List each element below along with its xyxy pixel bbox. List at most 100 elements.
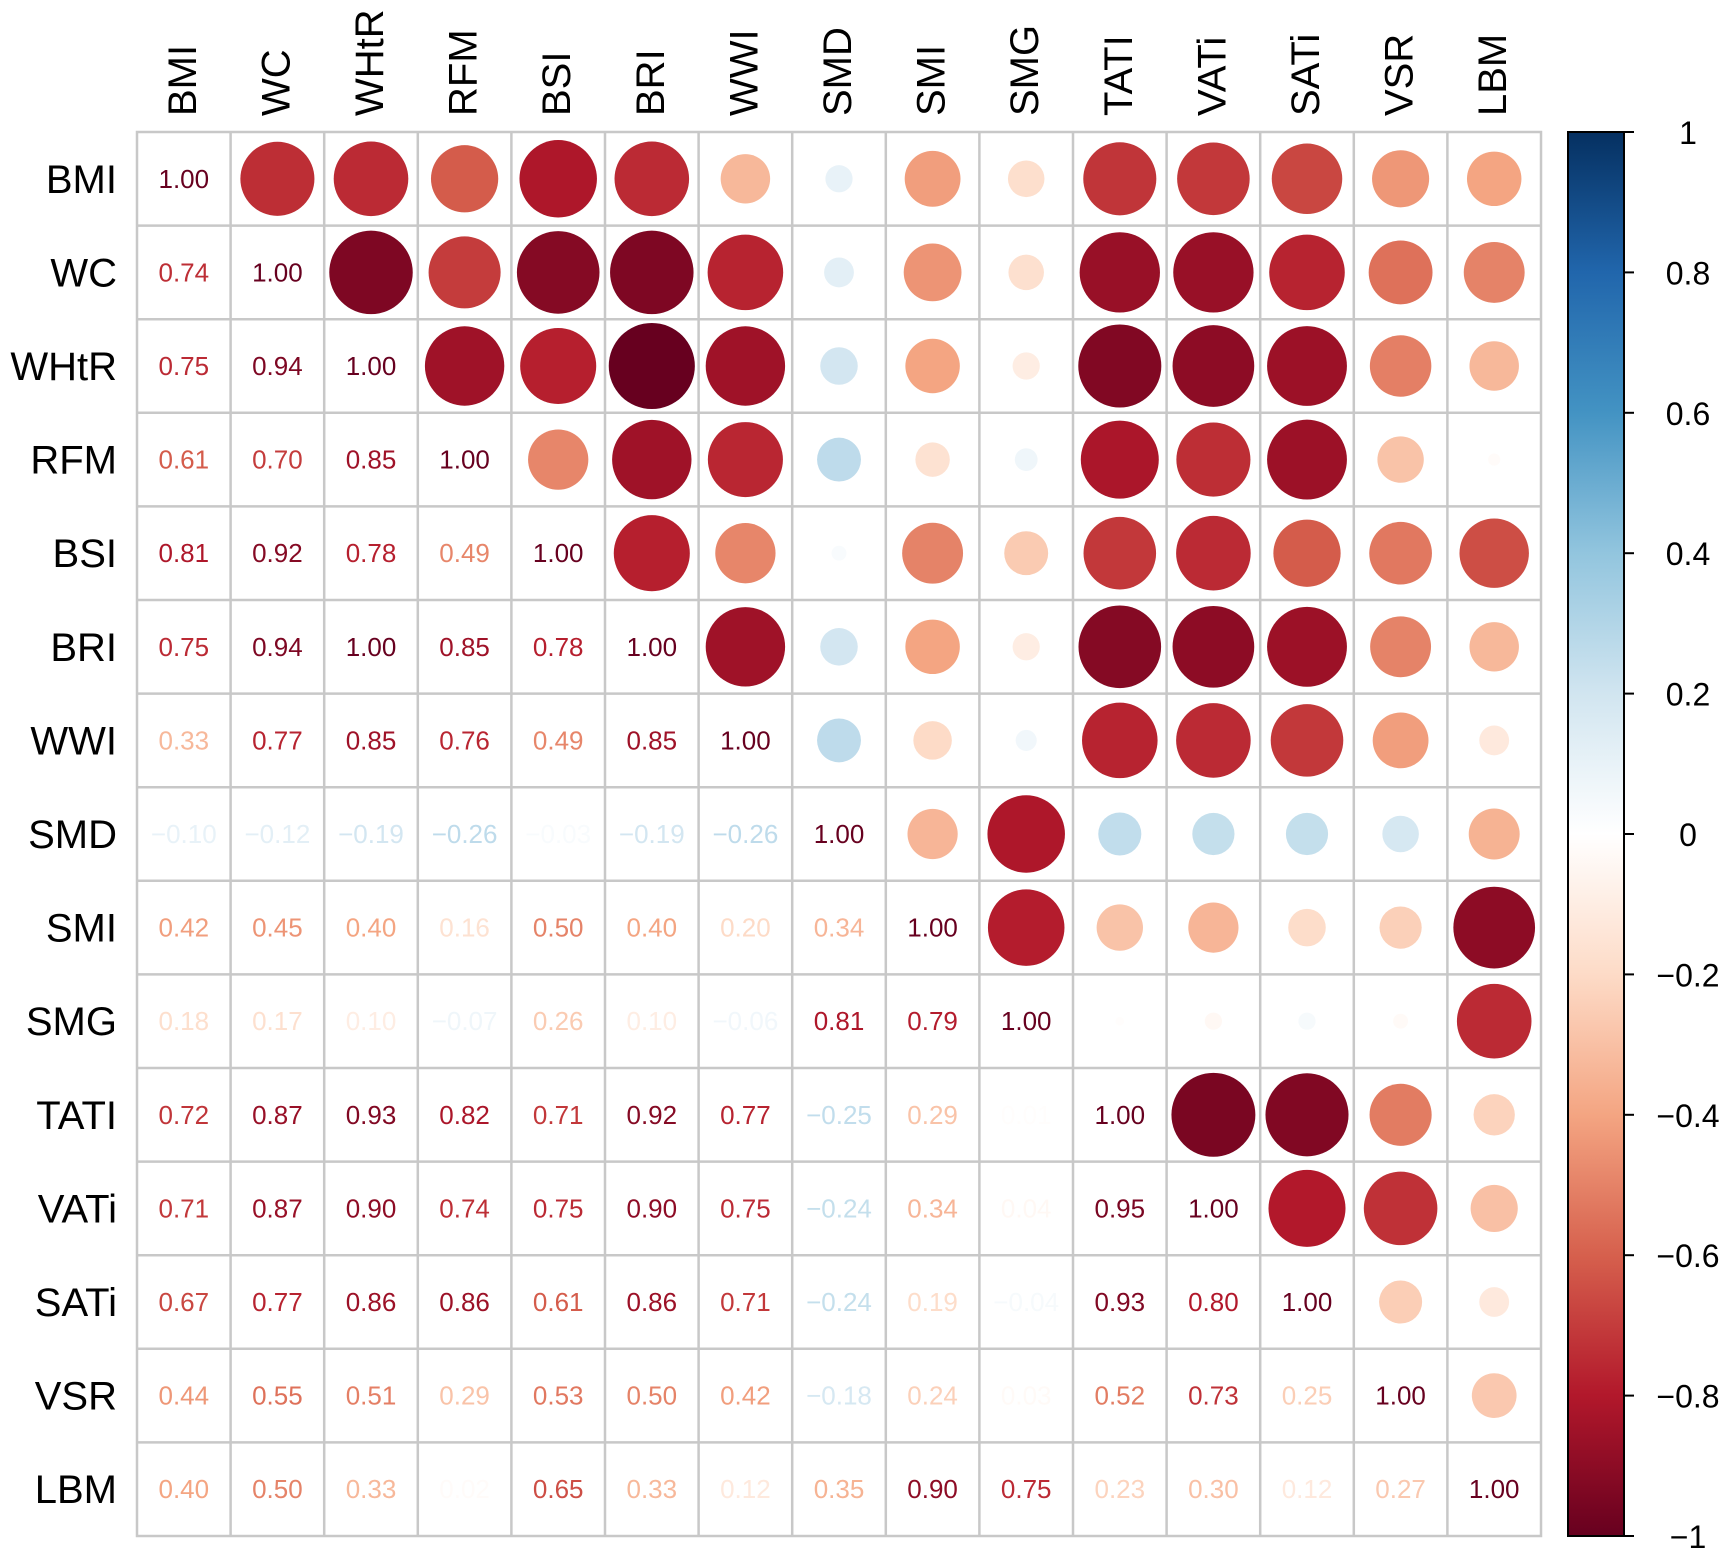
correlation-circle-SMD-LBM bbox=[1468, 808, 1520, 860]
correlation-value-SATi-BMI: 0.67 bbox=[158, 1287, 209, 1317]
column-label-BSI: BSI bbox=[535, 52, 579, 116]
correlation-circle-BMI-BRI bbox=[614, 141, 690, 217]
correlation-circle-BRI-SATi bbox=[1267, 606, 1347, 687]
correlation-value-VATi-WWI: 0.75 bbox=[720, 1193, 771, 1223]
correlation-circle-SMD-VSR bbox=[1382, 815, 1419, 853]
correlation-value-VSR-SATi: 0.25 bbox=[1282, 1381, 1333, 1411]
row-label-SMG: SMG bbox=[26, 1000, 117, 1044]
row-label-LBM: LBM bbox=[35, 1468, 117, 1512]
correlation-value-VSR-BRI: 0.50 bbox=[626, 1381, 677, 1411]
correlation-value-TATI-WHtR: 0.93 bbox=[346, 1100, 397, 1130]
correlation-value-WWI-BSI: 0.49 bbox=[533, 725, 584, 755]
column-label-WHtR: WHtR bbox=[348, 9, 392, 116]
correlation-circle-VATi-VSR bbox=[1363, 1171, 1438, 1246]
correlation-circle-WWI-SMG bbox=[1015, 729, 1037, 751]
correlation-value-SMG-WC: 0.17 bbox=[252, 1006, 303, 1036]
correlation-circle-BRI-SMG bbox=[1012, 633, 1040, 661]
correlation-circle-BSI-SMD bbox=[831, 545, 847, 561]
correlation-circle-SMG-TATI bbox=[1115, 1016, 1125, 1026]
correlation-value-SMG-RFM: −0.07 bbox=[432, 1006, 498, 1036]
correlation-value-BRI-WC: 0.94 bbox=[252, 632, 303, 662]
correlation-value-SMI-WWI: 0.20 bbox=[720, 913, 771, 943]
correlation-value-SMD-BRI: −0.19 bbox=[619, 819, 685, 849]
correlation-value-TATI-TATI: 1.00 bbox=[1094, 1100, 1145, 1130]
correlation-value-LBM-SATi: 0.12 bbox=[1282, 1474, 1333, 1504]
correlation-value-WWI-RFM: 0.76 bbox=[439, 725, 490, 755]
correlation-value-LBM-WC: 0.50 bbox=[252, 1474, 303, 1504]
correlation-circle-WWI-VATi bbox=[1176, 703, 1251, 778]
correlation-value-LBM-BMI: 0.40 bbox=[158, 1474, 209, 1504]
correlation-value-LBM-BSI: 0.65 bbox=[533, 1474, 584, 1504]
correlation-value-VSR-SMG: 0.03 bbox=[1001, 1381, 1052, 1411]
correlation-value-LBM-RFM: 0.02 bbox=[439, 1474, 490, 1504]
correlation-value-SMG-SMI: 0.79 bbox=[907, 1006, 958, 1036]
correlation-value-SMD-WC: −0.12 bbox=[245, 819, 311, 849]
correlation-circle-BRI-VSR bbox=[1370, 616, 1432, 678]
correlation-value-WC-BMI: 0.74 bbox=[158, 257, 209, 287]
correlation-value-VATi-TATI: 0.95 bbox=[1094, 1193, 1145, 1223]
correlation-value-VSR-WC: 0.55 bbox=[252, 1381, 303, 1411]
correlation-circle-WHtR-SMI bbox=[905, 338, 960, 394]
correlation-value-VSR-VSR: 1.00 bbox=[1375, 1381, 1426, 1411]
correlation-circle-SMG-VSR bbox=[1393, 1013, 1409, 1029]
correlation-value-SATi-SMI: 0.19 bbox=[907, 1287, 958, 1317]
correlation-value-SATi-VATi: 0.80 bbox=[1188, 1287, 1239, 1317]
correlation-value-SMG-WWI: −0.06 bbox=[713, 1006, 779, 1036]
correlation-value-BSI-WC: 0.92 bbox=[252, 538, 303, 568]
correlation-value-SMD-BSI: −0.03 bbox=[525, 819, 591, 849]
correlation-value-SATi-WWI: 0.71 bbox=[720, 1287, 771, 1317]
correlation-value-SMG-BRI: 0.10 bbox=[626, 1006, 677, 1036]
correlation-circle-WHtR-RFM bbox=[424, 326, 505, 406]
correlation-value-RFM-WHtR: 0.85 bbox=[346, 445, 397, 475]
correlation-value-BRI-BMI: 0.75 bbox=[158, 632, 209, 662]
correlation-circle-WC-SATi bbox=[1269, 234, 1345, 311]
correlation-value-SMG-BSI: 0.26 bbox=[533, 1006, 584, 1036]
correlation-value-SATi-WC: 0.77 bbox=[252, 1287, 303, 1317]
correlation-circle-WWI-SMI bbox=[913, 721, 952, 760]
column-label-WWI: WWI bbox=[722, 29, 766, 116]
correlation-circle-BSI-LBM bbox=[1459, 518, 1529, 588]
correlation-circle-TATI-LBM bbox=[1473, 1094, 1515, 1136]
correlation-value-BSI-BMI: 0.81 bbox=[158, 538, 209, 568]
colorbar-tick-label: −0.8 bbox=[1656, 1379, 1719, 1415]
correlation-value-VATi-SMI: 0.34 bbox=[907, 1193, 958, 1223]
correlation-value-TATI-RFM: 0.82 bbox=[439, 1100, 490, 1130]
correlation-value-SMI-WC: 0.45 bbox=[252, 913, 303, 943]
correlation-value-SATi-BRI: 0.86 bbox=[626, 1287, 677, 1317]
correlation-circle-SMI-VSR bbox=[1379, 906, 1422, 949]
correlation-circle-BMI-VATi bbox=[1177, 142, 1250, 216]
correlation-circle-WHtR-SATi bbox=[1267, 326, 1347, 406]
correlation-circle-RFM-SMD bbox=[817, 437, 861, 482]
correlation-value-VATi-VATi: 1.00 bbox=[1188, 1193, 1239, 1223]
correlation-value-SATi-BSI: 0.61 bbox=[533, 1287, 584, 1317]
column-label-WC: WC bbox=[254, 49, 298, 116]
correlation-value-SMI-WHtR: 0.40 bbox=[346, 913, 397, 943]
row-label-BRI: BRI bbox=[50, 626, 117, 670]
correlation-circle-WHtR-SMD bbox=[820, 347, 858, 385]
correlation-circle-BMI-LBM bbox=[1466, 151, 1522, 207]
correlation-value-VSR-SMI: 0.24 bbox=[907, 1381, 958, 1411]
colorbar-tick-label: 0.8 bbox=[1666, 255, 1710, 291]
correlation-circle-RFM-VSR bbox=[1377, 436, 1424, 483]
correlation-circle-WWI-TATI bbox=[1082, 702, 1158, 779]
correlation-value-TATI-BSI: 0.71 bbox=[533, 1100, 584, 1130]
correlation-circle-WC-SMD bbox=[824, 257, 854, 288]
correlation-circle-SMI-VATi bbox=[1188, 902, 1239, 953]
correlation-circle-SMD-SATi bbox=[1285, 812, 1329, 856]
correlation-circle-SATi-VSR bbox=[1379, 1280, 1423, 1324]
correlation-circle-RFM-SATi bbox=[1267, 419, 1347, 500]
correlation-value-SMD-RFM: −0.26 bbox=[432, 819, 498, 849]
correlation-value-VATi-BRI: 0.90 bbox=[626, 1193, 677, 1223]
row-label-SMD: SMD bbox=[28, 813, 117, 857]
correlation-circle-SMD-SMI bbox=[907, 808, 958, 860]
correlation-circle-BSI-SATi bbox=[1273, 519, 1341, 587]
column-label-RFM: RFM bbox=[442, 29, 486, 116]
correlation-circle-BMI-BSI bbox=[519, 140, 597, 218]
column-label-LBM: LBM bbox=[1471, 34, 1515, 116]
correlation-value-VATi-WHtR: 0.90 bbox=[346, 1193, 397, 1223]
correlation-circle-RFM-VATi bbox=[1176, 422, 1251, 497]
correlation-value-RFM-WC: 0.70 bbox=[252, 445, 303, 475]
correlation-value-VSR-BMI: 0.44 bbox=[158, 1381, 209, 1411]
correlation-value-VATi-BMI: 0.71 bbox=[158, 1193, 209, 1223]
correlation-circle-BMI-WHtR bbox=[333, 141, 409, 217]
